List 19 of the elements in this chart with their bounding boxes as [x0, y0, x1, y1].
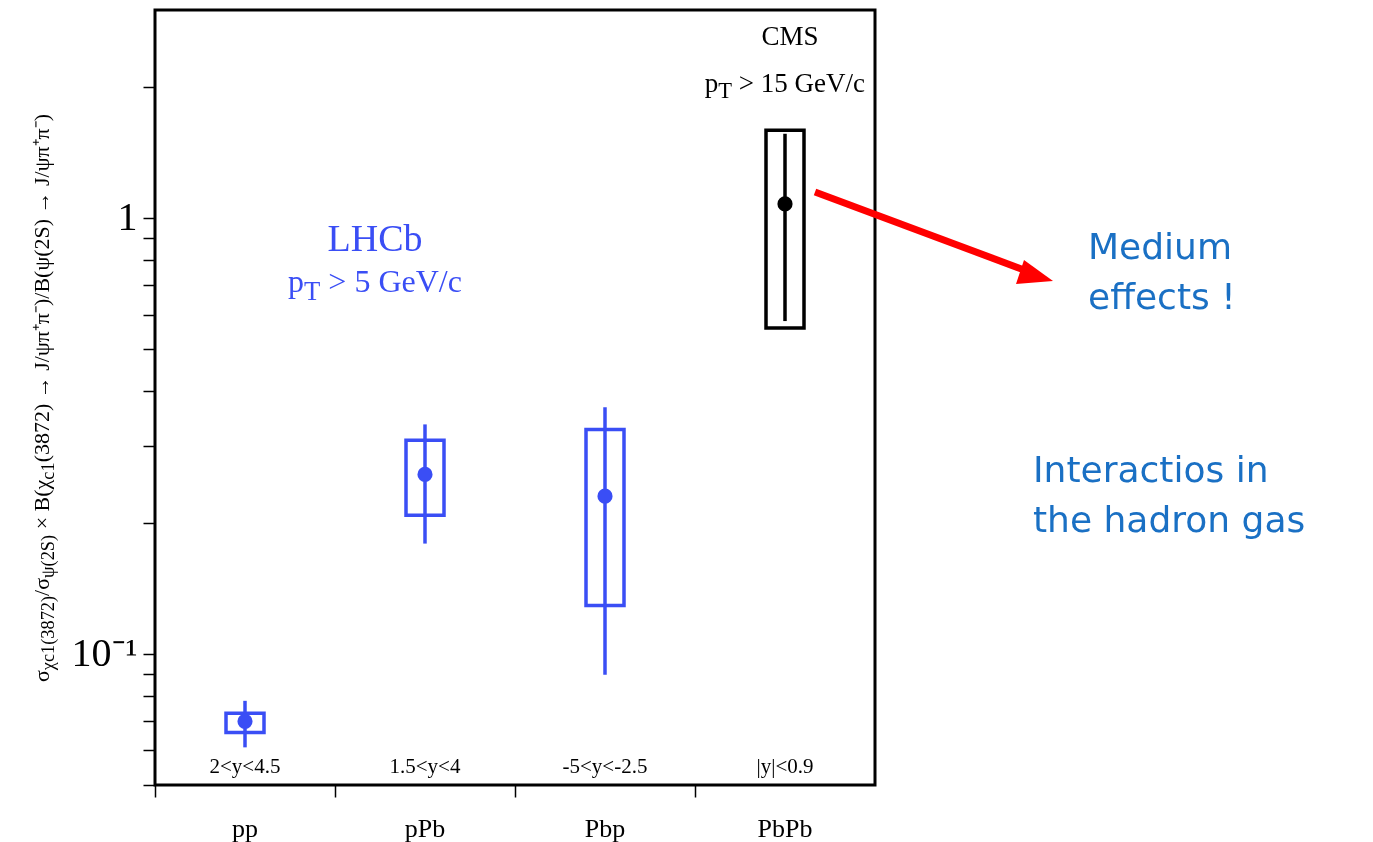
y-tick-label: 1 [117, 194, 138, 240]
annotation: p$_{T}$ > 15 GeV/c [704, 67, 865, 105]
x-tick-label: PbPb [757, 813, 813, 842]
y-tick-label: 10⁻¹ [71, 630, 138, 676]
annotation: |y|<0.9 [756, 753, 814, 779]
annotation: p$_{T}$ > 5 GeV/c [288, 263, 462, 307]
x-tick-label: pPb [404, 813, 446, 842]
point [777, 196, 793, 212]
text: Interactios in the hadron gas [1033, 447, 1307, 542]
point [597, 488, 613, 504]
annotation: 1.5<y<4 [389, 753, 461, 779]
text: Medium effects ! [1088, 224, 1237, 319]
annotation: CMS [761, 20, 819, 52]
point [417, 466, 433, 482]
x-tick-label: Pbp [584, 813, 626, 842]
annotation: 2<y<4.5 [209, 753, 281, 779]
annotation: -5<y<-2.5 [562, 753, 648, 779]
x-tick-label: pp [232, 813, 258, 842]
annotation: LHCb [327, 216, 423, 260]
